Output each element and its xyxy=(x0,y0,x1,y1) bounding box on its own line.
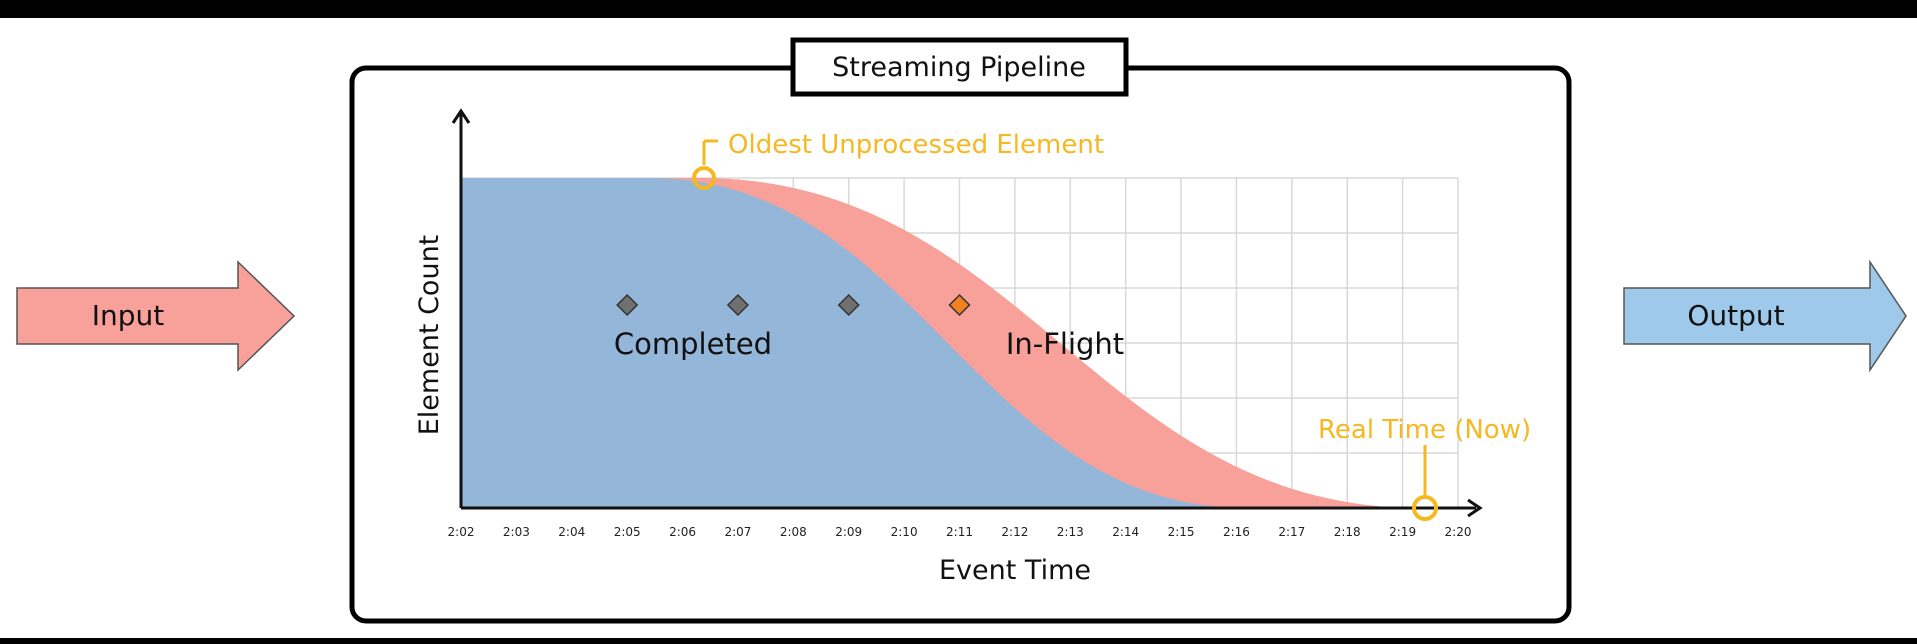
x-tick-label: 2:08 xyxy=(780,525,807,539)
x-tick-label: 2:12 xyxy=(1001,525,1028,539)
input-label: Input xyxy=(92,299,165,332)
inflight-element-marker xyxy=(948,293,971,317)
y-axis-label: Element Count xyxy=(414,235,445,436)
chart: 2:02 2:03 2:04 2:05 2:06 2:07 2:08 2:09 2:10 2:11… xyxy=(448,108,1483,539)
x-tick-label: 2:10 xyxy=(891,525,918,539)
x-tick-label: 2:11 xyxy=(946,525,973,539)
completed-region xyxy=(461,178,1245,508)
inflight-label: In-Flight xyxy=(1006,327,1124,361)
x-tick-label: 2:02 xyxy=(448,525,475,539)
x-tick-label: 2:18 xyxy=(1334,525,1361,539)
completed-label: Completed xyxy=(614,327,772,361)
oldest-unprocessed-label: Oldest Unprocessed Element xyxy=(728,130,1104,160)
x-tick-label: 2:15 xyxy=(1168,525,1195,539)
completed-element-marker xyxy=(616,293,639,317)
pipeline-title: Streaming Pipeline xyxy=(832,52,1086,83)
top-bar xyxy=(0,0,1917,18)
x-tick-label: 2:04 xyxy=(558,525,585,539)
x-tick-label: 2:09 xyxy=(835,525,862,539)
y-axis-arrowhead xyxy=(451,108,471,124)
x-tick-label: 2:05 xyxy=(614,525,641,539)
x-axis-arrowhead xyxy=(1467,498,1483,518)
input-arrow: Input xyxy=(16,260,296,372)
oldest-unprocessed-marker xyxy=(692,166,716,190)
bottom-bar xyxy=(0,638,1917,644)
realtime-label: Real Time (Now) xyxy=(1318,415,1531,445)
realtime-marker xyxy=(1412,495,1438,521)
x-axis-label: Event Time xyxy=(939,555,1091,586)
x-tick-label: 2:16 xyxy=(1223,525,1250,539)
pipeline-title-box xyxy=(790,37,1129,97)
output-arrow: Output xyxy=(1623,259,1907,373)
x-tick-label: 2:13 xyxy=(1057,525,1084,539)
completed-element-marker xyxy=(837,293,860,317)
x-tick-label: 2:06 xyxy=(669,525,696,539)
x-tick-label: 2:19 xyxy=(1389,525,1416,539)
output-label: Output xyxy=(1687,299,1784,332)
completed-element-marker xyxy=(726,293,750,317)
x-tick-label: 2:14 xyxy=(1112,525,1139,539)
x-tick-label: 2:17 xyxy=(1278,525,1305,539)
x-tick-label: 2:20 xyxy=(1445,525,1472,539)
x-tick-label: 2:03 xyxy=(503,525,530,539)
x-tick-label: 2:07 xyxy=(724,525,751,539)
